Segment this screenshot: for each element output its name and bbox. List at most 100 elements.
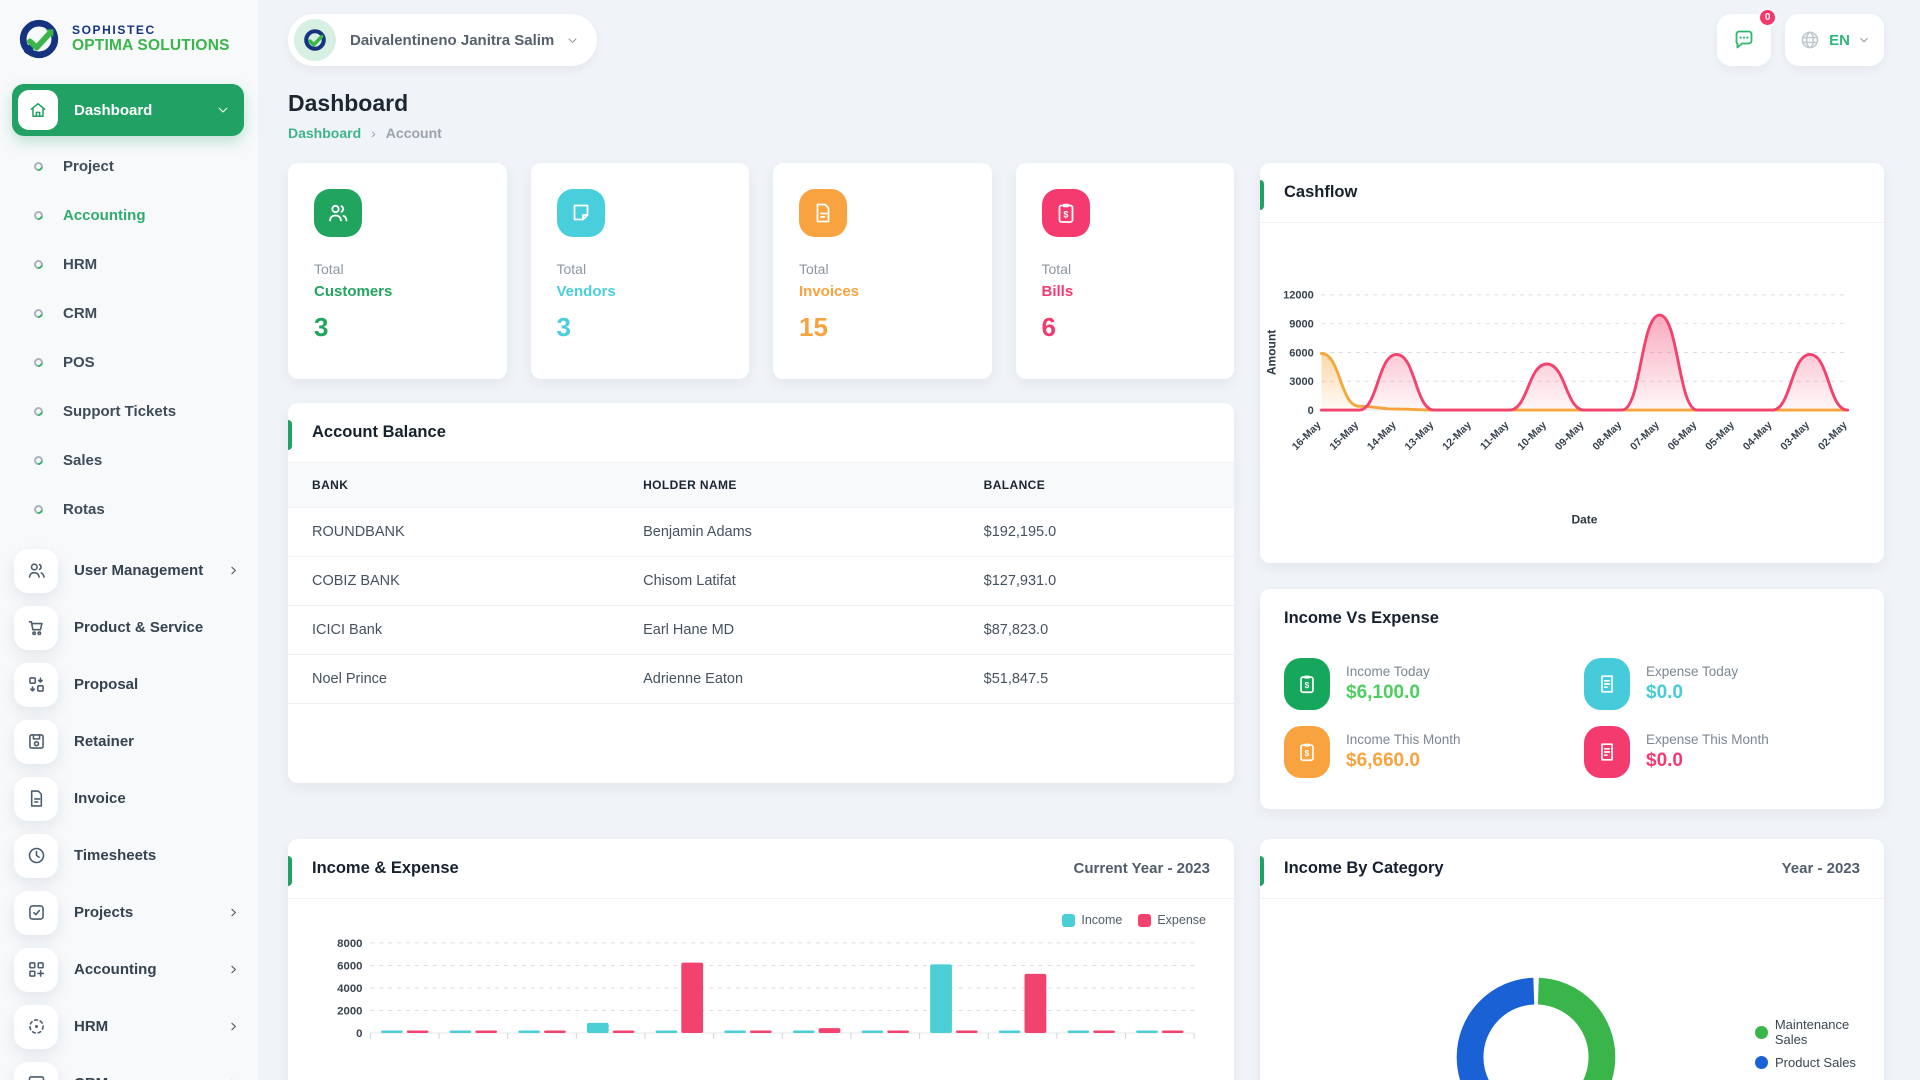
column-header: BALANCE xyxy=(983,478,1046,492)
sidebar-item-label: Accounting xyxy=(74,961,157,978)
brand-logo[interactable]: SOPHISTEC OPTIMA SOLUTIONS xyxy=(0,0,258,68)
svg-text:6000: 6000 xyxy=(1289,347,1314,359)
sidebar-item-projects[interactable]: Projects xyxy=(0,884,258,941)
messages-button[interactable]: 0 xyxy=(1717,8,1778,66)
svg-text:12-May: 12-May xyxy=(1440,419,1474,453)
sidebar-item-label: Rotas xyxy=(63,501,105,518)
svg-text:Date: Date xyxy=(1571,512,1597,526)
cart-icon xyxy=(14,605,58,650)
chevron-right-icon xyxy=(227,906,240,919)
card-title: Account Balance xyxy=(312,423,446,441)
table-cell: COBIZ BANK xyxy=(288,556,620,606)
sidebar-item-rotas[interactable]: Rotas xyxy=(0,485,258,534)
sidebar-item-invoice[interactable]: Invoice xyxy=(0,770,258,827)
stat-cards-row: Total Customers 3 Total Vendors 3 Total Invoice… xyxy=(288,163,1234,379)
metric-label: Income This Month xyxy=(1346,732,1461,747)
expense-icon xyxy=(1584,658,1630,710)
income-by-category-donut-chart xyxy=(1456,977,1616,1080)
sidebar-item-crm[interactable]: CRM xyxy=(0,289,258,338)
donut-chart-area: Maintenance Sales Product Sales xyxy=(1260,899,1884,1080)
sidebar-item-retainer[interactable]: Retainer xyxy=(0,713,258,770)
svg-text:08-May: 08-May xyxy=(1590,419,1624,453)
chevron-down-icon xyxy=(566,34,579,47)
sidebar-item-proposal[interactable]: Proposal xyxy=(0,656,258,713)
chevron-right-icon xyxy=(227,963,240,976)
column-header: BANK xyxy=(312,478,349,492)
sidebar-item-pos[interactable]: POS xyxy=(0,338,258,387)
retainer-icon xyxy=(14,719,58,764)
breadcrumb-dashboard-link[interactable]: Dashboard xyxy=(288,125,362,141)
sidebar-item-label: HRM xyxy=(74,1018,109,1035)
account-balance-table: BANK HOLDER NAME BALANCE ROUNDBANK Benjamin… xyxy=(288,463,1234,704)
sidebar-item-hrm[interactable]: HRM xyxy=(0,998,258,1055)
svg-text:3000: 3000 xyxy=(1289,376,1314,388)
users-icon xyxy=(14,548,58,593)
language-code: EN xyxy=(1829,31,1850,49)
legend-item: Expense xyxy=(1138,913,1206,927)
legend-label: Maintenance Sales xyxy=(1774,1017,1850,1047)
table-cell: ICICI Bank xyxy=(288,605,620,655)
metric-income-this-month: $ Income This Month $6,660.0 xyxy=(1284,726,1560,778)
chat-icon xyxy=(1735,30,1753,49)
brand-name-top: SOPHISTEC xyxy=(72,23,156,37)
svg-text:12000: 12000 xyxy=(1283,290,1314,302)
table-row: ROUNDBANK Benjamin Adams $192,195.0 xyxy=(288,507,1234,557)
sidebar-item-accounting[interactable]: Accounting xyxy=(0,191,258,240)
card-title: Income By Category xyxy=(1284,859,1444,877)
sidebar-item-dashboard[interactable]: Dashboard xyxy=(12,84,244,136)
svg-text:15-May: 15-May xyxy=(1327,419,1361,453)
accounting-icon xyxy=(14,947,58,992)
stat-label: Customers xyxy=(314,283,393,300)
projects-icon xyxy=(14,890,58,935)
sidebar-item-crm[interactable]: CRM xyxy=(0,1055,258,1080)
chevron-right-icon xyxy=(227,564,240,577)
svg-text:09-May: 09-May xyxy=(1553,419,1587,453)
card-period: Current Year - 2023 xyxy=(1073,860,1210,877)
svg-text:6000: 6000 xyxy=(337,960,362,972)
stat-card-bills: $ Total Bills 6 xyxy=(1015,163,1234,379)
sidebar-item-product-service[interactable]: Product & Service xyxy=(0,599,258,656)
svg-text:9000: 9000 xyxy=(1289,319,1314,331)
table-cell: $51,847.5 xyxy=(959,654,1234,704)
table-row: COBIZ BANK Chisom Latifat $127,931.0 xyxy=(288,556,1234,606)
column-header: HOLDER NAME xyxy=(643,478,737,492)
sidebar-item-user-management[interactable]: User Management xyxy=(0,542,258,599)
table-cell: Earl Hane MD xyxy=(619,605,960,655)
stat-prefix: Total xyxy=(1041,261,1072,277)
avatar xyxy=(294,19,336,61)
income-icon: $ xyxy=(1284,658,1330,710)
hrm-icon xyxy=(14,1004,58,1049)
sidebar-item-project[interactable]: Project xyxy=(0,142,258,191)
clock-icon xyxy=(14,833,58,878)
table-row: ICICI Bank Earl Hane MD $87,823.0 xyxy=(288,605,1234,655)
table-cell: ROUNDBANK xyxy=(288,507,620,557)
sidebar: SOPHISTEC OPTIMA SOLUTIONS Dashboard Pro… xyxy=(0,0,258,1080)
sidebar-item-support-tickets[interactable]: Support Tickets xyxy=(0,387,258,436)
sidebar-item-sales[interactable]: Sales xyxy=(0,436,258,485)
sidebar-item-label: User Management xyxy=(74,562,204,579)
svg-text:$: $ xyxy=(1305,749,1310,758)
card-period: Year - 2023 xyxy=(1781,860,1860,877)
sidebar-item-hrm[interactable]: HRM xyxy=(0,240,258,289)
svg-text:11-May: 11-May xyxy=(1478,419,1511,452)
income-vs-expense-card: Income Vs Expense $ Income Today $6,100.0 E… xyxy=(1260,589,1884,809)
svg-text:$: $ xyxy=(1063,210,1068,220)
bullet-icon xyxy=(32,209,45,222)
legend-item: Income xyxy=(1062,913,1122,927)
account-balance-card: Account Balance BANK HOLDER NAME BALANCE R… xyxy=(288,403,1234,783)
invoices-icon xyxy=(799,189,847,237)
svg-text:10-May: 10-May xyxy=(1515,419,1549,453)
bullet-icon xyxy=(32,258,45,271)
stat-value: 6 xyxy=(1041,312,1056,342)
sidebar-item-label: POS xyxy=(63,354,95,371)
user-menu[interactable]: Daivalentineno Janitra Salim xyxy=(288,14,598,66)
sidebar-item-accounting[interactable]: Accounting xyxy=(0,941,258,998)
income-by-category-card: Income By Category Year - 2023 Maintenan… xyxy=(1260,839,1884,1080)
sidebar-item-label: CRM xyxy=(63,305,98,322)
brand-mark-icon xyxy=(16,16,62,62)
sidebar-item-timesheets[interactable]: Timesheets xyxy=(0,827,258,884)
sidebar-item-label: Sales xyxy=(63,452,103,469)
language-selector[interactable]: EN xyxy=(1785,14,1884,66)
svg-text:13-May: 13-May xyxy=(1403,419,1437,453)
sidebar-item-label: HRM xyxy=(63,256,98,273)
